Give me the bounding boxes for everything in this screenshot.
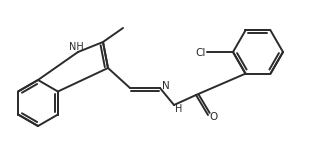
Text: N: N: [162, 81, 170, 91]
Text: NH: NH: [69, 42, 83, 52]
Text: H: H: [175, 104, 183, 114]
Text: O: O: [210, 112, 218, 122]
Text: Cl: Cl: [196, 48, 206, 58]
